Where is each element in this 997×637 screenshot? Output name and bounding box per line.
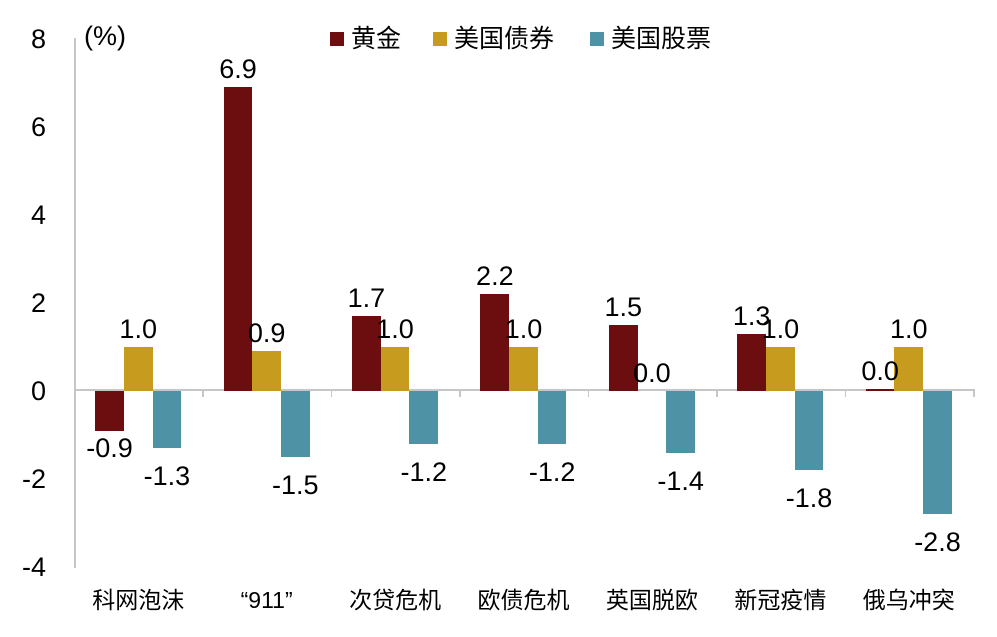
value-label-美国股票-“911”: -1.5 bbox=[272, 470, 319, 500]
value-label-美国债券-英国脱欧: 0.0 bbox=[633, 358, 671, 388]
value-label-美国债券-俄乌冲突: 1.0 bbox=[890, 314, 928, 344]
legend-item-美国债券: 美国债券 bbox=[433, 24, 554, 54]
x-category-label-新冠疫情: 新冠疫情 bbox=[734, 587, 827, 613]
bar-美国股票-“911” bbox=[280, 391, 310, 457]
value-label-黄金-欧债危机: 2.2 bbox=[476, 261, 514, 292]
value-label-美国股票-俄乌冲突: -2.8 bbox=[914, 527, 961, 558]
x-axis-tick bbox=[973, 391, 975, 397]
bar-美国股票-英国脱欧 bbox=[666, 391, 695, 453]
y-tick-label: 0 bbox=[30, 375, 46, 406]
legend-swatch-icon bbox=[433, 32, 447, 46]
legend-label: 美国债券 bbox=[454, 25, 555, 53]
bar-黄金-俄乌冲突 bbox=[865, 388, 895, 391]
legend: 黄金 美国债券 美国股票 bbox=[0, 24, 997, 54]
bar-美国债券-俄乌冲突 bbox=[894, 347, 924, 391]
y-tick-label: -2 bbox=[21, 463, 46, 494]
value-label-黄金-新冠疫情: 1.3 bbox=[732, 300, 771, 331]
value-label-美国股票-欧债危机: -1.2 bbox=[528, 456, 576, 487]
value-label-美国债券-欧债危机: 1.0 bbox=[504, 314, 543, 344]
y-axis-unit-label: (%) bbox=[84, 21, 126, 51]
x-category-label-“911”: “911” bbox=[240, 587, 293, 613]
y-tick-label: 4 bbox=[30, 199, 46, 230]
x-category-label-英国脱欧: 英国脱欧 bbox=[605, 587, 698, 613]
x-category-label-欧债危机: 欧债危机 bbox=[477, 587, 570, 613]
value-label-黄金-英国脱欧: 1.5 bbox=[604, 292, 643, 322]
value-label-美国股票-科网泡沫: -1.3 bbox=[143, 461, 191, 492]
x-axis-tick bbox=[74, 391, 76, 397]
legend-item-美国股票: 美国股票 bbox=[590, 24, 711, 54]
x-axis-tick bbox=[330, 391, 333, 397]
value-label-美国股票-新冠疫情: -1.8 bbox=[785, 483, 833, 514]
legend-label: 美国股票 bbox=[611, 25, 712, 53]
bar-美国债券-欧债危机 bbox=[509, 347, 538, 391]
value-label-美国股票-英国脱欧: -1.4 bbox=[657, 465, 704, 496]
legend-swatch-icon bbox=[330, 32, 344, 46]
bar-黄金-英国脱欧 bbox=[608, 325, 638, 391]
x-category-label-次贷危机: 次贷危机 bbox=[349, 587, 442, 613]
bar-黄金-“911” bbox=[223, 87, 253, 391]
bar-美国债券-次贷危机 bbox=[380, 347, 410, 391]
bar-黄金-次贷危机 bbox=[352, 316, 381, 391]
value-label-黄金-“911”: 6.9 bbox=[219, 54, 257, 85]
bar-美国债券-新冠疫情 bbox=[766, 347, 795, 391]
x-axis-tick bbox=[202, 391, 204, 397]
value-label-黄金-科网泡沫: -0.9 bbox=[86, 432, 133, 463]
bar-黄金-欧债危机 bbox=[480, 294, 510, 391]
bar-黄金-科网泡沫 bbox=[95, 391, 124, 431]
bar-美国股票-新冠疫情 bbox=[794, 391, 824, 471]
bar-黄金-新冠疫情 bbox=[737, 333, 766, 391]
y-axis-line bbox=[74, 38, 76, 568]
x-axis-tick bbox=[587, 391, 590, 397]
y-tick-label: 2 bbox=[30, 287, 46, 318]
bar-美国债券-“911” bbox=[252, 351, 281, 391]
legend-label: 黄金 bbox=[351, 25, 402, 53]
value-label-黄金-俄乌冲突: 0.0 bbox=[861, 355, 899, 386]
x-axis-tick bbox=[716, 391, 718, 397]
value-label-黄金-次贷危机: 1.7 bbox=[347, 283, 386, 314]
value-label-美国股票-次贷危机: -1.2 bbox=[400, 456, 447, 487]
legend-item-黄金: 黄金 bbox=[330, 24, 401, 54]
x-category-label-科网泡沫: 科网泡沫 bbox=[92, 587, 185, 613]
y-tick-label: 6 bbox=[30, 111, 46, 142]
x-axis-tick bbox=[844, 391, 847, 397]
x-axis-tick bbox=[459, 391, 461, 397]
bar-美国股票-次贷危机 bbox=[409, 391, 439, 444]
value-label-美国债券-“911”: 0.9 bbox=[247, 318, 286, 349]
bar-美国股票-俄乌冲突 bbox=[923, 391, 952, 515]
value-label-美国债券-科网泡沫: 1.0 bbox=[119, 314, 157, 344]
value-label-美国债券-次贷危机: 1.0 bbox=[376, 314, 414, 344]
bar-美国股票-欧债危机 bbox=[537, 391, 567, 444]
y-tick-label: -4 bbox=[21, 551, 46, 582]
value-label-美国债券-新冠疫情: 1.0 bbox=[761, 314, 800, 344]
bar-美国股票-科网泡沫 bbox=[152, 391, 182, 449]
bar-美国债券-科网泡沫 bbox=[123, 347, 153, 391]
legend-swatch-icon bbox=[590, 32, 604, 46]
x-category-label-俄乌冲突: 俄乌冲突 bbox=[862, 587, 955, 613]
y-tick-label: 8 bbox=[30, 23, 46, 54]
